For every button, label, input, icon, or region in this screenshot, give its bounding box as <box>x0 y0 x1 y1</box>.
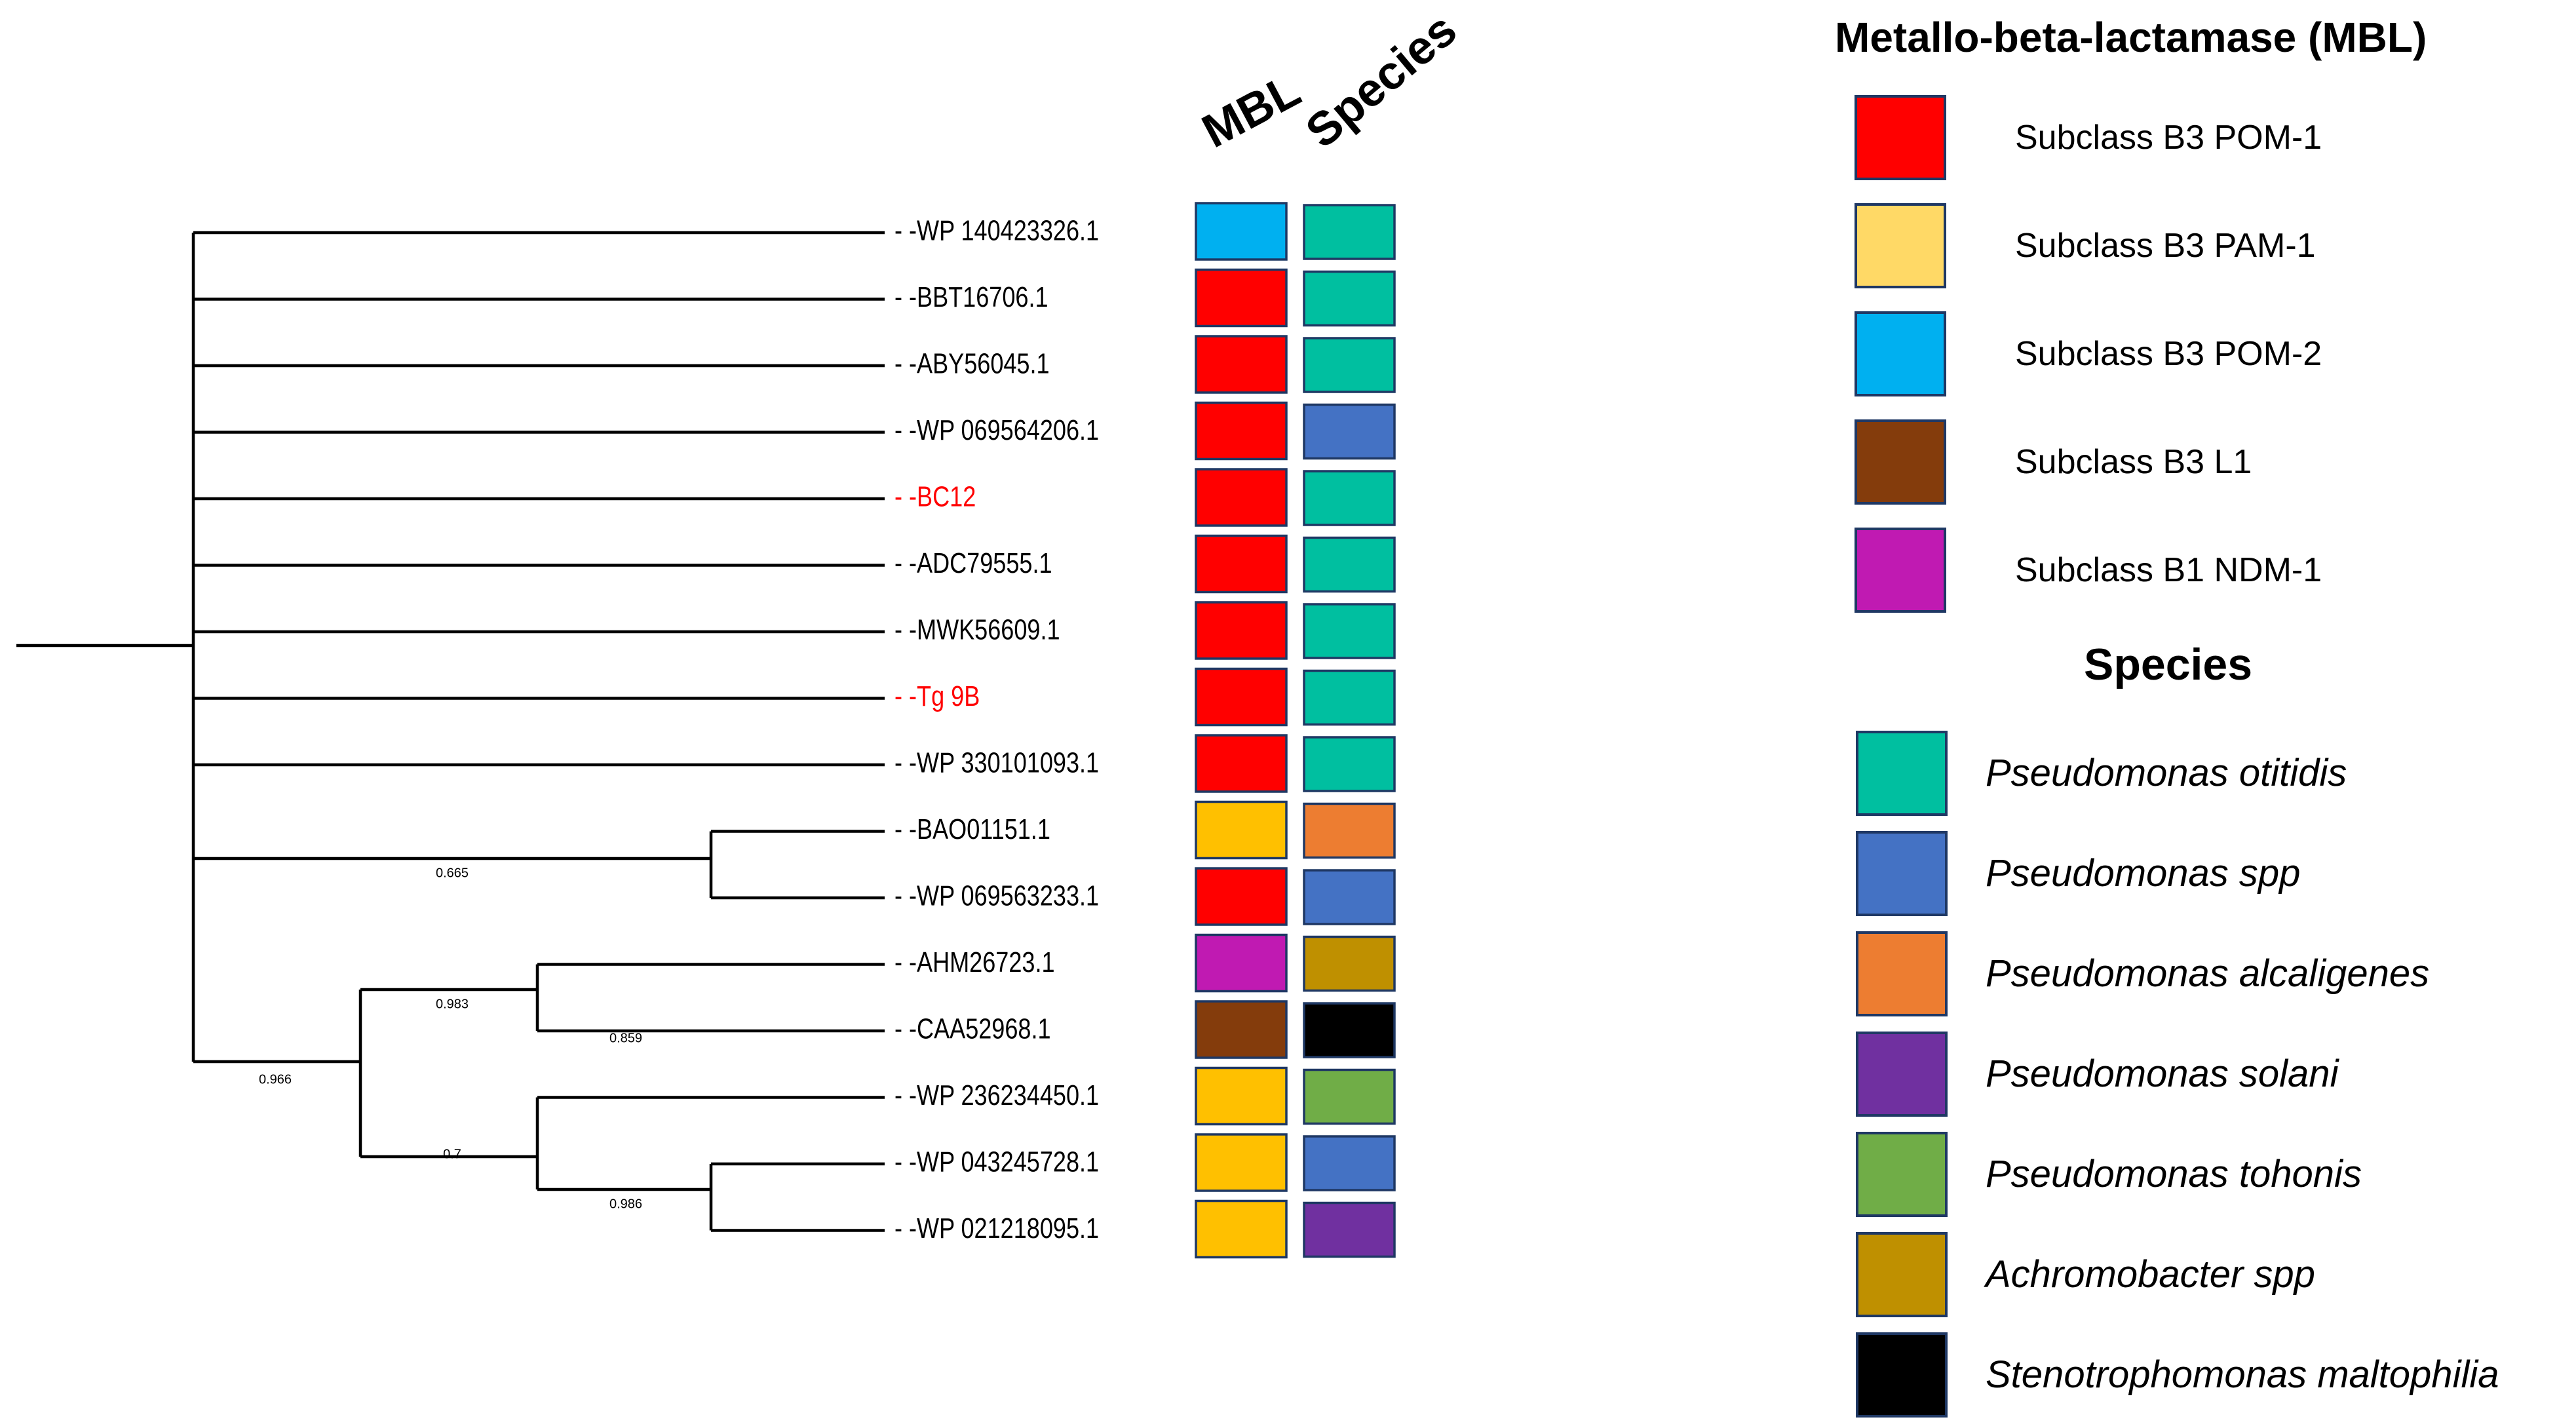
legend-label: Pseudomonas tohonis <box>1986 1153 2362 1195</box>
leaf-label: - -BBT16706.1 <box>894 281 1048 313</box>
leaf-label: - -ABY56045.1 <box>894 347 1050 379</box>
species-cell <box>1303 470 1396 526</box>
mbl-cell <box>1195 401 1288 461</box>
mbl-cell <box>1195 1133 1288 1192</box>
mbl-cell <box>1195 667 1288 727</box>
species-cell <box>1303 270 1396 327</box>
legend-label: Pseudomonas otitidis <box>1986 752 2347 794</box>
species-cell <box>1303 935 1396 992</box>
species-cell <box>1303 536 1396 593</box>
legend-label: Subclass B3 PAM-1 <box>2015 227 2316 265</box>
leaf-label: - -MWK56609.1 <box>894 613 1060 646</box>
mbl-cell <box>1195 1000 1288 1059</box>
legend-swatch <box>1856 831 1948 916</box>
species-cell <box>1303 869 1396 925</box>
legend-swatch <box>1856 1032 1948 1117</box>
legend-swatch <box>1855 311 1946 396</box>
legend-label: Stenotrophomonas maltophilia <box>1986 1353 2499 1396</box>
legend-swatch <box>1855 419 1946 505</box>
species-cell <box>1303 802 1396 859</box>
mbl-cell <box>1195 800 1288 860</box>
mbl-cell <box>1195 1066 1288 1126</box>
mbl-cell <box>1195 867 1288 926</box>
mbl-cell <box>1195 534 1288 594</box>
legend-swatch <box>1856 731 1948 816</box>
mbl-cell <box>1195 335 1288 394</box>
mbl-cell <box>1195 1199 1288 1259</box>
leaf-label: - -BC12 <box>894 480 976 512</box>
species-legend-title: Species <box>2084 640 2253 689</box>
species-cell <box>1303 1135 1396 1191</box>
species-cell <box>1303 736 1396 792</box>
mbl-cell <box>1195 202 1288 261</box>
legend-label: Pseudomonas spp <box>1986 852 2301 895</box>
mbl-cell <box>1195 734 1288 793</box>
leaf-label: - -BAO01151.1 <box>894 813 1050 845</box>
support-value: 0.966 <box>259 1072 292 1087</box>
leaf-label: - -WP 021218095.1 <box>894 1212 1099 1245</box>
leaf-label: - -Tg 9B <box>894 680 980 712</box>
legend-swatch <box>1855 528 1946 613</box>
support-value: 0.665 <box>436 866 469 880</box>
leaf-label: - -CAA52968.1 <box>894 1013 1051 1045</box>
legend-label: Subclass B3 L1 <box>2015 443 2252 481</box>
legend-swatch <box>1855 95 1946 180</box>
species-cell <box>1303 1002 1396 1058</box>
mbl-cell <box>1195 468 1288 527</box>
legend-label: Achromobacter spp <box>1986 1253 2315 1296</box>
support-value: 0.859 <box>609 1031 642 1045</box>
support-value: 0.986 <box>609 1197 642 1211</box>
legend-label: Subclass B1 NDM-1 <box>2015 551 2322 589</box>
phylogenetic-tree: 0.665 0.983 0.859 0.966 0.7 0.986 - -WP 140423… <box>16 202 1396 1259</box>
legend-label: Subclass B3 POM-2 <box>2015 335 2322 373</box>
support-value: 0.983 <box>436 997 469 1011</box>
leaf-label: - -AHM26723.1 <box>894 946 1055 978</box>
mbl-cell <box>1195 601 1288 660</box>
legend-swatch <box>1856 931 1948 1016</box>
species-cell <box>1303 204 1396 260</box>
mbl-legend-title: Metallo-beta-lactamase (MBL) <box>1835 14 2427 61</box>
support-value: 0.7 <box>443 1147 461 1161</box>
legend-swatch <box>1855 203 1946 288</box>
species-cell <box>1303 669 1396 726</box>
leaf-label: - -WP 330101093.1 <box>894 746 1099 779</box>
leaf-label: - -WP 043245728.1 <box>894 1146 1099 1178</box>
species-cell <box>1303 1068 1396 1125</box>
leaf-label: - -WP 069564206.1 <box>894 414 1099 446</box>
legend-swatch <box>1856 1332 1948 1418</box>
legend-label: Pseudomonas alcaligenes <box>1986 952 2430 995</box>
leaf-label: - -WP 140423326.1 <box>894 214 1099 246</box>
leaf-label: - -WP 069563233.1 <box>894 879 1099 912</box>
species-cell <box>1303 1201 1396 1258</box>
species-cell <box>1303 337 1396 393</box>
legend-swatch <box>1856 1132 1948 1217</box>
legend-label: Pseudomonas solani <box>1986 1052 2339 1095</box>
leaf-label: - -ADC79555.1 <box>894 547 1052 579</box>
mbl-cell <box>1195 268 1288 328</box>
leaf-label: - -WP 236234450.1 <box>894 1079 1099 1111</box>
legend-swatch <box>1856 1232 1948 1317</box>
species-cell <box>1303 603 1396 659</box>
legend-label: Subclass B3 POM-1 <box>2015 119 2322 157</box>
mbl-cell <box>1195 933 1288 993</box>
species-cell <box>1303 403 1396 460</box>
